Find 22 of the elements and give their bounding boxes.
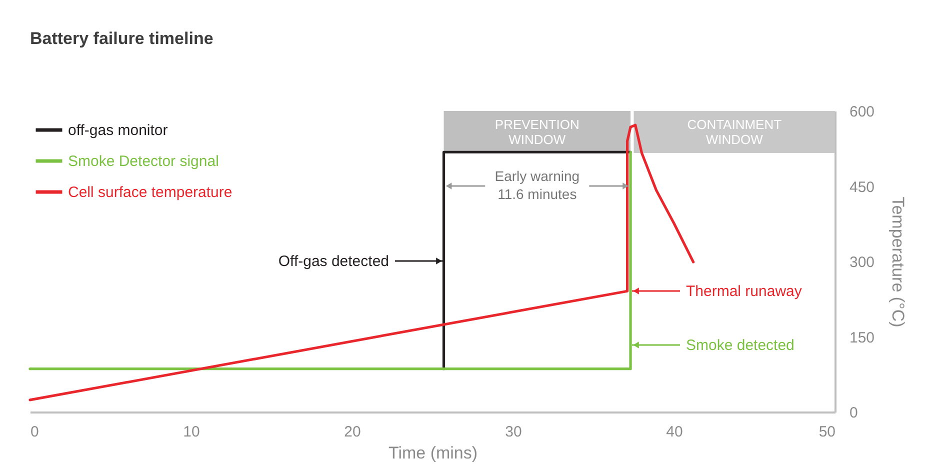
- band-label: PREVENTION WINDOW: [494, 117, 580, 147]
- chart-title: Battery failure timeline: [30, 29, 214, 48]
- y-tick-label: 600: [850, 104, 875, 120]
- x-tick-label: 50: [818, 424, 836, 440]
- x-tick-label: 10: [183, 424, 200, 440]
- y-tick-label: 0: [850, 404, 858, 422]
- y-tick-label: 450: [850, 178, 875, 196]
- x-axis-title: Time (mins): [388, 444, 478, 462]
- legend-label: Cell surface temperature: [68, 184, 232, 201]
- x-tick-label: 40: [666, 424, 683, 440]
- x-tick-label: 20: [344, 424, 361, 440]
- legend-label: Smoke Detector signal: [68, 153, 219, 170]
- y-tick-label: 150: [850, 329, 875, 346]
- x-tick-label: 30: [505, 424, 522, 440]
- annotation: Early warning 11.6 minutes: [494, 168, 580, 202]
- annotation: Off-gas detected: [278, 253, 389, 270]
- legend-label: off-gas monitor: [68, 122, 168, 139]
- annotation: Smoke detected: [686, 337, 794, 354]
- annotation: Thermal runaway: [686, 283, 802, 300]
- y-axis-title: Temperature (°C): [888, 196, 908, 328]
- y-tick-label: 300: [850, 254, 875, 271]
- x-tick-label: 0: [30, 424, 39, 440]
